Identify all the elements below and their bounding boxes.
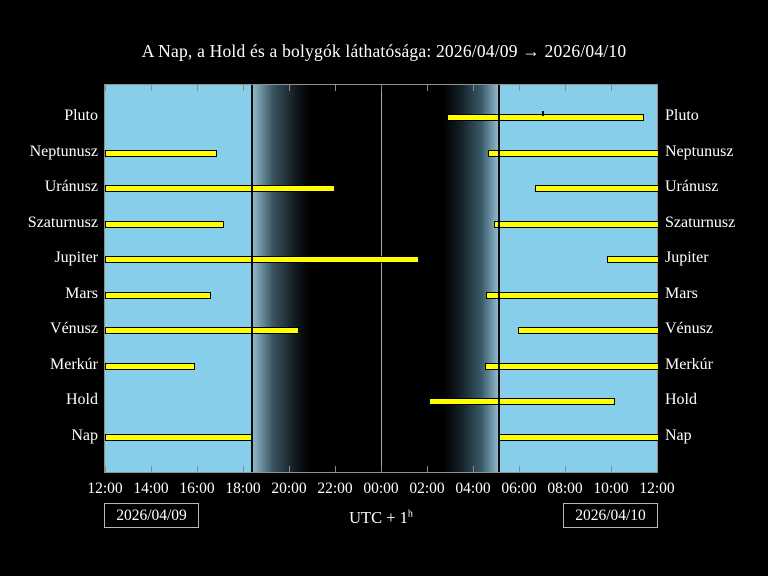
visibility-bar (494, 221, 659, 228)
chart-title: A Nap, a Hold és a bolygók láthatósága: … (141, 41, 627, 61)
day-region-right (500, 85, 657, 472)
transit-tick (542, 111, 544, 116)
visibility-bar (486, 292, 659, 299)
axis-tick-bottom (335, 466, 336, 472)
date-box-start: 2026/04/09 (104, 503, 199, 528)
twilight-region-evening (253, 85, 310, 472)
visibility-bar (607, 256, 659, 263)
x-tick-label: 14:00 (133, 480, 169, 497)
axis-tick-top (197, 85, 198, 91)
visibility-bar (105, 292, 211, 299)
visibility-bar (105, 363, 195, 370)
timezone-text: UTC + 1 (349, 508, 408, 527)
row-label-left: Vénusz (50, 320, 98, 337)
axis-tick-bottom (381, 466, 382, 472)
row-label-right: Jupiter (665, 249, 709, 266)
row-label-right: Uránusz (665, 178, 719, 195)
x-tick-label: 18:00 (225, 480, 261, 497)
row-label-right: Hold (665, 391, 697, 408)
visibility-bar (105, 185, 335, 192)
row-label-right: Vénusz (665, 320, 713, 337)
x-tick-label: 22:00 (317, 480, 353, 497)
sunrise-line (498, 85, 500, 472)
axis-tick-bottom (519, 466, 520, 472)
axis-tick-bottom (611, 466, 612, 472)
row-label-left: Hold (66, 391, 98, 408)
axis-tick-bottom (657, 466, 658, 472)
x-tick-label: 00:00 (363, 480, 399, 497)
sunset-line (251, 85, 253, 472)
axis-tick-top (473, 85, 474, 91)
axis-tick-bottom (105, 466, 106, 472)
row-label-left: Merkúr (50, 355, 98, 373)
visibility-bar (105, 150, 217, 157)
axis-tick-top (611, 85, 612, 91)
axis-tick-bottom (473, 466, 474, 472)
visibility-bar (105, 256, 419, 263)
visibility-bar (535, 185, 659, 192)
visibility-bar (488, 150, 659, 157)
row-label-left: Mars (65, 284, 98, 302)
visibility-bar (429, 398, 615, 405)
row-label-left: Uránusz (44, 178, 98, 195)
row-label-right: Nap (665, 426, 692, 444)
visibility-bar (447, 114, 644, 121)
x-tick-label: 06:00 (501, 480, 537, 497)
axis-tick-bottom (197, 466, 198, 472)
x-tick-label: 10:00 (593, 480, 629, 497)
row-label-left: Nap (71, 426, 98, 444)
x-tick-label: 04:00 (455, 480, 491, 497)
day-region-left (105, 85, 252, 472)
row-label-left: Pluto (64, 107, 98, 124)
x-tick-label: 16:00 (179, 480, 215, 497)
x-tick-label: 02:00 (409, 480, 445, 497)
axis-tick-top (243, 85, 244, 91)
timezone-superscript: h (407, 508, 413, 520)
midnight-line (381, 85, 382, 472)
x-tick-label: 12:00 (639, 480, 675, 497)
row-label-right: Neptunusz (665, 142, 734, 160)
timezone-label: UTC + 1h (306, 508, 456, 528)
axis-tick-top (565, 85, 566, 91)
twilight-region-morning (443, 85, 498, 472)
row-label-right: Mars (665, 284, 698, 302)
axis-tick-top (105, 85, 106, 91)
axis-tick-bottom (565, 466, 566, 472)
plot-area (104, 84, 659, 473)
row-label-left: Neptunusz (29, 142, 98, 160)
axis-tick-top (151, 85, 152, 91)
axis-tick-top (427, 85, 428, 91)
axis-tick-top (381, 85, 382, 91)
axis-tick-top (519, 85, 520, 91)
row-label-left: Jupiter (54, 249, 98, 266)
x-tick-label: 12:00 (87, 480, 123, 497)
axis-tick-bottom (427, 466, 428, 472)
axis-tick-top (335, 85, 336, 91)
axis-tick-top (289, 85, 290, 91)
visibility-bar (105, 434, 253, 441)
axis-tick-bottom (289, 466, 290, 472)
row-label-right: Pluto (665, 107, 699, 124)
axis-tick-bottom (243, 466, 244, 472)
visibility-bar (499, 434, 659, 441)
visibility-bar (105, 327, 299, 334)
row-label-right: Merkúr (665, 355, 713, 373)
x-tick-label: 20:00 (271, 480, 307, 497)
visibility-bar (105, 221, 224, 228)
axis-tick-bottom (151, 466, 152, 472)
date-box-end: 2026/04/10 (563, 503, 658, 528)
row-label-right: Szaturnusz (665, 213, 736, 231)
visibility-bar (518, 327, 659, 334)
visibility-bar (485, 363, 659, 370)
row-label-left: Szaturnusz (27, 213, 98, 231)
axis-tick-top (657, 85, 658, 91)
x-tick-label: 08:00 (547, 480, 583, 497)
